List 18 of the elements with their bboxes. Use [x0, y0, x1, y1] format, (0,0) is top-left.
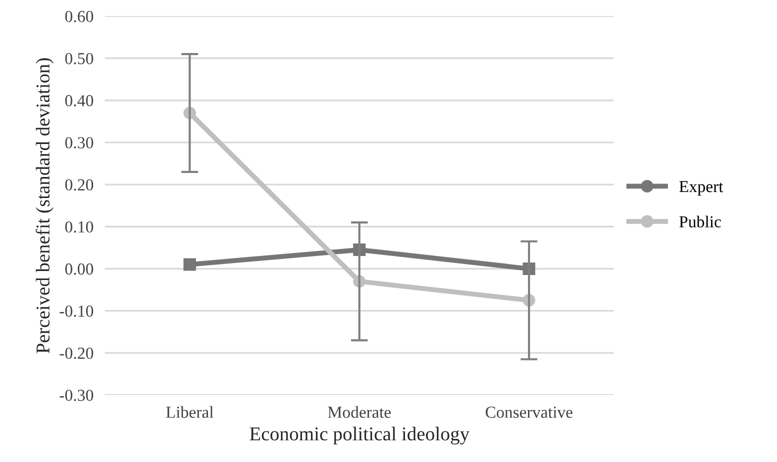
x-tick-label: Moderate [328, 406, 391, 418]
x-tick-label: Liberal [166, 406, 214, 418]
y-tick-label: 0.50 [65, 52, 94, 64]
y-tick-label: 0.00 [65, 263, 94, 275]
y-tick-label: -0.20 [60, 348, 94, 359]
legend-label: Public [679, 216, 721, 228]
y-tick-label: -0.10 [60, 306, 94, 317]
x-axis-title: Economic political ideology [250, 426, 470, 444]
y-tick-label: 0.40 [65, 95, 94, 106]
y-tick-label: 0.20 [65, 179, 94, 191]
y-tick-label: 0.60 [65, 10, 94, 22]
y-axis-title: Perceived benefit (standard deviation) [36, 58, 54, 354]
y-tick-label: -0.30 [60, 390, 94, 402]
y-tick-label: 0.30 [65, 137, 94, 148]
legend-label: Expert [679, 181, 724, 196]
x-tick-label: Conservative [486, 406, 572, 418]
y-tick-label: 0.10 [65, 221, 94, 233]
point [183, 258, 196, 271]
